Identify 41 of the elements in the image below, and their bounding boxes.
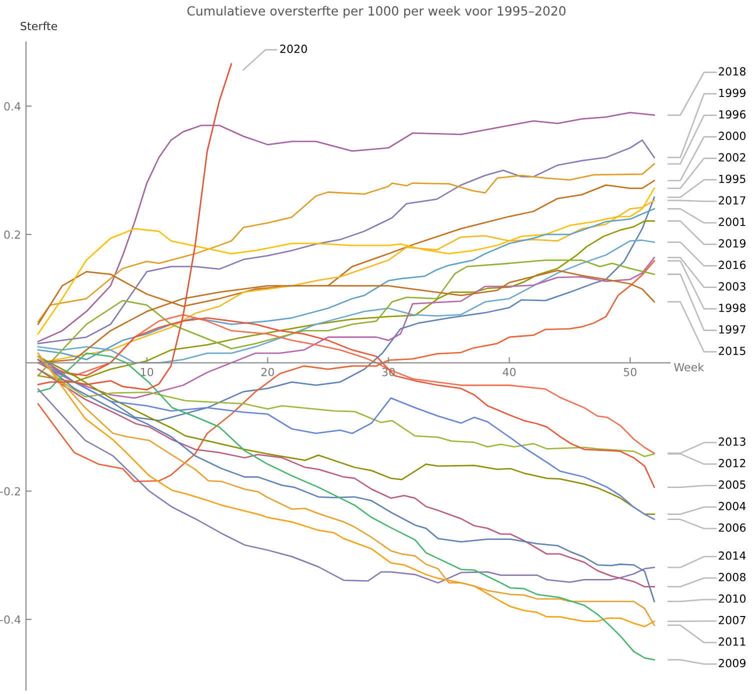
text: 2018: [718, 67, 746, 76]
text: 2009: [718, 658, 746, 668]
text: 1998: [719, 304, 746, 312]
text: 2011: [718, 637, 746, 646]
text: 2002: [718, 153, 746, 162]
text: 2007: [718, 616, 746, 624]
text: 2003: [718, 282, 746, 291]
y-tick-label: -0.4: [0, 615, 21, 624]
text: 2015: [718, 346, 746, 356]
text: 2001: [718, 218, 746, 226]
line-series: [37, 256, 655, 399]
x-tick-label: 40: [502, 368, 516, 376]
x-tick-label: 50: [624, 368, 636, 376]
text: 2005: [718, 480, 746, 489]
x-axis-title: Week: [674, 362, 704, 372]
text: 2006: [718, 523, 746, 532]
text: 2004: [718, 502, 746, 510]
line-series: [37, 260, 655, 482]
line-series: [37, 240, 655, 364]
text: 2012: [718, 458, 746, 468]
text: 2008: [718, 572, 746, 582]
text: 1995: [719, 174, 746, 184]
text: 2010: [718, 594, 746, 603]
y-tick-label: 0.2: [4, 230, 20, 239]
text: 1999: [719, 88, 746, 98]
text: 2020: [280, 44, 307, 54]
text: 2013: [718, 437, 746, 446]
text: 2017: [718, 196, 746, 205]
chart-title: Cumulatieve oversterfte per 1000 per week voor 1995–2020: [187, 6, 566, 18]
line-series: [37, 314, 655, 454]
y-tick-label: 0.4: [4, 102, 21, 111]
text: 1997: [719, 325, 746, 334]
x-tick-label: 10: [140, 368, 154, 376]
text: 1996: [719, 110, 746, 119]
y-axis-title: Sterfte: [20, 22, 58, 30]
text: 2000: [718, 132, 746, 140]
text: 2019: [718, 239, 746, 248]
x-tick-label: 20: [261, 368, 274, 376]
text: 2014: [718, 551, 746, 560]
text: 2016: [718, 260, 746, 270]
y-tick-label: -0.2: [0, 487, 20, 496]
